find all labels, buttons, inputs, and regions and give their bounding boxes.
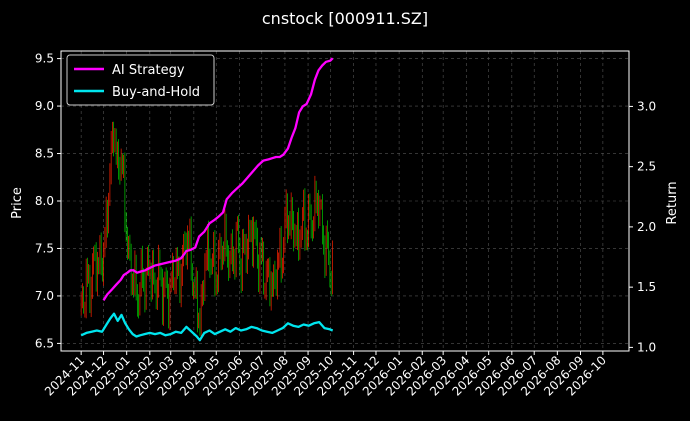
- y-tick-label-right: 1.0: [637, 340, 656, 354]
- legend-box: [66, 54, 215, 106]
- y-tick-label-left: 7.5: [35, 241, 54, 255]
- buy-and-hold-line: [80, 312, 334, 342]
- legend-label-ai-strategy: AI Strategy: [112, 63, 185, 78]
- y-tick-label-left: 6.5: [35, 336, 54, 350]
- y-tick-label-left: 7.0: [35, 289, 54, 303]
- y-tick-label-right: 2.0: [637, 220, 656, 234]
- axes: 2024-112024-122025-012025-022025-032025-…: [35, 50, 656, 399]
- y-tick-label-right: 3.0: [637, 99, 656, 113]
- y-tick-label-left: 9.0: [35, 99, 54, 113]
- y-tick-label-left: 8.5: [35, 147, 54, 161]
- plot-frame: [60, 50, 630, 352]
- legend: AI Strategy Buy-and-Hold: [66, 54, 215, 106]
- y-tick-label-left: 8.0: [35, 194, 54, 208]
- y-axis-label-left: Price: [10, 187, 25, 219]
- legend-label-buy-and-hold: Buy-and-Hold: [112, 85, 200, 100]
- y-tick-label-right: 2.5: [637, 160, 656, 174]
- y-tick-label-left: 9.5: [35, 52, 54, 66]
- y-axis-label-right: Return: [665, 181, 680, 224]
- ai-strategy-line: [102, 57, 334, 302]
- series-lines: [80, 57, 334, 342]
- chart-title: cnstock [000911.SZ]: [262, 9, 428, 28]
- price-candles: [80, 121, 333, 340]
- y-tick-label-right: 1.5: [637, 280, 656, 294]
